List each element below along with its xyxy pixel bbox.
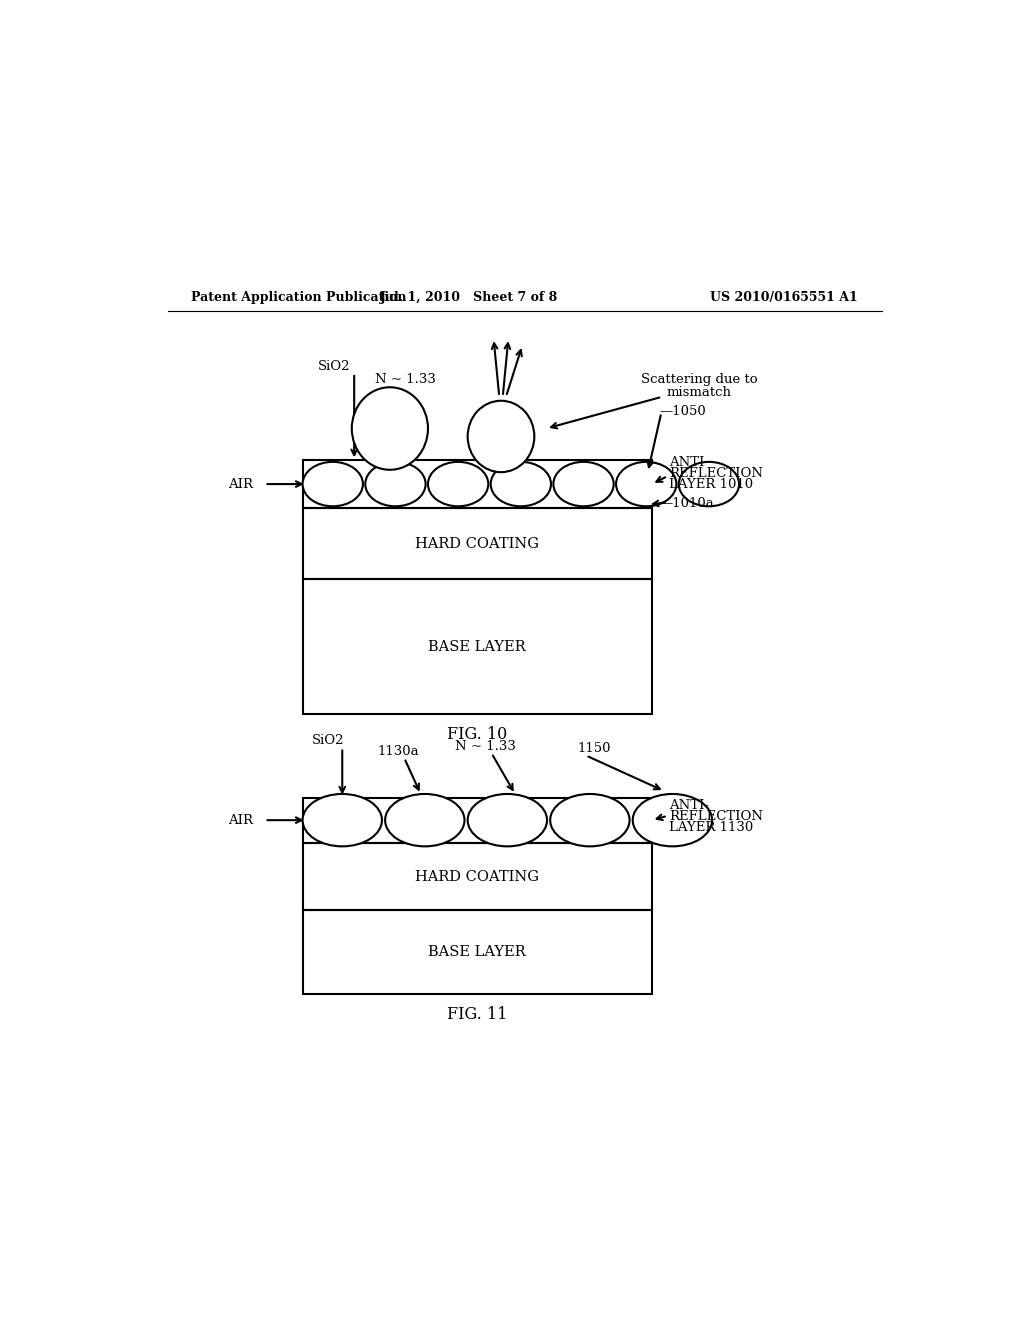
Text: BASE LAYER: BASE LAYER <box>428 945 526 958</box>
Text: AIR: AIR <box>228 478 253 491</box>
Ellipse shape <box>366 462 426 507</box>
Text: SiO2: SiO2 <box>311 734 344 747</box>
Text: BASE LAYER: BASE LAYER <box>428 640 526 653</box>
Ellipse shape <box>490 462 551 507</box>
Ellipse shape <box>633 793 712 846</box>
Ellipse shape <box>468 401 535 473</box>
Text: FIG. 11: FIG. 11 <box>447 1006 507 1023</box>
Ellipse shape <box>385 793 465 846</box>
Text: FIG. 10: FIG. 10 <box>447 726 507 743</box>
Text: SiO2: SiO2 <box>318 360 350 374</box>
Text: REFLECTION: REFLECTION <box>670 810 763 824</box>
Text: —1010a: —1010a <box>659 496 715 510</box>
Text: N ~ 1.5: N ~ 1.5 <box>479 432 523 441</box>
Text: —1050: —1050 <box>659 404 707 417</box>
Ellipse shape <box>428 462 488 507</box>
Text: LAYER 1010: LAYER 1010 <box>670 478 754 491</box>
Text: Scattering due to: Scattering due to <box>641 372 758 385</box>
Text: 1150: 1150 <box>578 742 610 755</box>
Text: mismatch: mismatch <box>667 385 732 399</box>
Text: N ~ 1.33: N ~ 1.33 <box>376 372 436 385</box>
Text: 1130a: 1130a <box>377 744 419 758</box>
Text: AIR: AIR <box>228 813 253 826</box>
Ellipse shape <box>679 462 739 507</box>
Ellipse shape <box>468 793 547 846</box>
Text: Patent Application Publication: Patent Application Publication <box>191 292 407 304</box>
Text: HARD COATING: HARD COATING <box>415 870 540 883</box>
Text: US 2010/0165551 A1: US 2010/0165551 A1 <box>711 292 858 304</box>
Text: HARD COATING: HARD COATING <box>415 537 540 550</box>
Ellipse shape <box>352 387 428 470</box>
Text: N ~ 1.33: N ~ 1.33 <box>455 741 515 754</box>
Ellipse shape <box>616 462 677 507</box>
Ellipse shape <box>303 793 382 846</box>
Text: ANTI-: ANTI- <box>670 457 710 469</box>
Ellipse shape <box>303 462 362 507</box>
Text: Jul. 1, 2010   Sheet 7 of 8: Jul. 1, 2010 Sheet 7 of 8 <box>380 292 558 304</box>
Ellipse shape <box>553 462 613 507</box>
Text: LAYER 1130: LAYER 1130 <box>670 821 754 834</box>
Ellipse shape <box>550 793 630 846</box>
Text: REFLECTION: REFLECTION <box>670 467 763 480</box>
Text: ANTI-: ANTI- <box>670 799 710 812</box>
